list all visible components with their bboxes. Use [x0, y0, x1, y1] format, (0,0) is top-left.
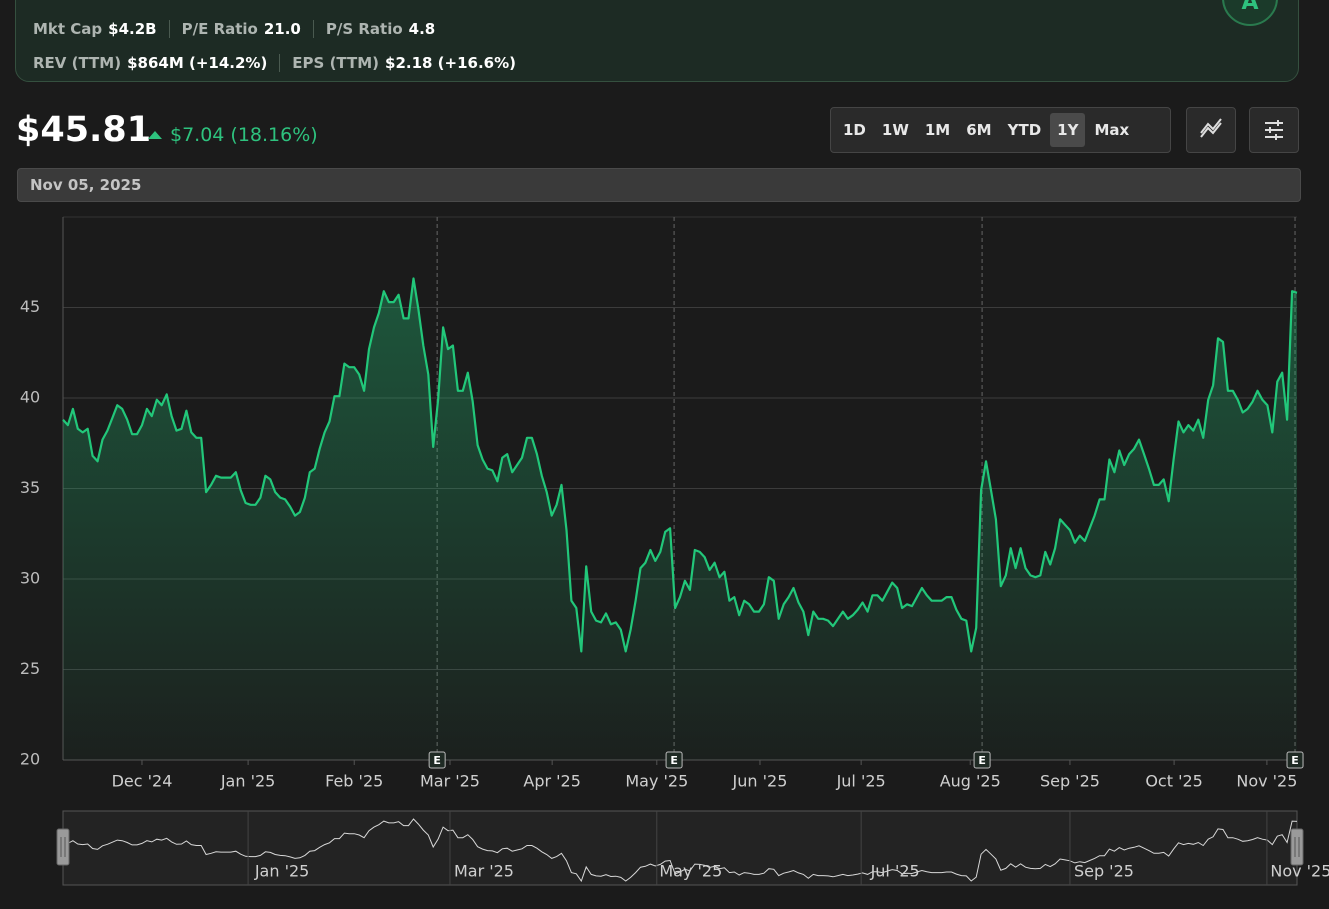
- range-selector: 1D 1W 1M 6M YTD 1Y Max: [830, 107, 1171, 153]
- y-tick-label: 30: [20, 569, 40, 588]
- navigator-label: Jul '25: [870, 862, 920, 881]
- navigator-handle[interactable]: [1290, 828, 1304, 866]
- handle-body: [56, 828, 70, 866]
- area: [63, 278, 1297, 760]
- event-label: E: [433, 754, 441, 767]
- x-tick-label: Sep '25: [1040, 772, 1100, 791]
- price-change: $7.04 (18.16%): [148, 124, 318, 146]
- stat-label: EPS (TTM): [292, 54, 380, 72]
- event-marker: [1286, 751, 1304, 769]
- navigator: [62, 810, 1298, 886]
- range-button[interactable]: 1Y: [1050, 113, 1086, 147]
- stat-value: 4.8: [408, 20, 436, 38]
- date-bar: Nov 05, 2025: [17, 168, 1301, 202]
- event-marker: [665, 751, 683, 769]
- stat-label: P/S Ratio: [325, 20, 403, 38]
- stats-card: Mkt Cap $4.2B P/E Ratio 21.0 P/S Ratio 4.8 RE…: [15, 0, 1299, 82]
- stats-row: Mkt Cap $4.2B P/E Ratio 21.0 P/S Ratio 4.8: [33, 20, 447, 38]
- y-tick-label: 25: [20, 659, 40, 678]
- stat: P/E Ratio 21.0: [168, 20, 313, 38]
- x-tick-label: May '25: [625, 772, 688, 791]
- settings-button[interactable]: [1249, 107, 1299, 153]
- chart-type-button[interactable]: [1186, 107, 1236, 153]
- event-marker: [973, 751, 991, 769]
- y-tick-label: 40: [20, 388, 40, 407]
- navigator-handle[interactable]: [56, 828, 70, 866]
- navigator-label: Jan '25: [254, 862, 310, 881]
- navigator-label: May '25: [659, 862, 722, 881]
- range-button[interactable]: Max: [1094, 121, 1130, 139]
- stats-row: REV (TTM) $864M (+14.2%) EPS (TTM) $2.18 (+…: [33, 54, 528, 72]
- x-tick-label: Dec '24: [112, 772, 173, 791]
- y-tick-label: 20: [20, 750, 40, 769]
- stat-value: $4.2B: [108, 20, 157, 38]
- icon: [1265, 120, 1283, 140]
- stat: P/S Ratio 4.8: [312, 20, 447, 38]
- up-arrow: [148, 131, 162, 139]
- stat-value: 21.0: [263, 20, 301, 38]
- range-button[interactable]: 1M: [924, 121, 951, 139]
- range-button[interactable]: 1W: [881, 121, 909, 139]
- handle-body: [1290, 828, 1304, 866]
- stat-value: $864M (+14.2%): [127, 54, 268, 72]
- stat-label: REV (TTM): [33, 54, 122, 72]
- navigator-label: Sep '25: [1074, 862, 1134, 881]
- x-tick-label: Oct '25: [1145, 772, 1203, 791]
- range-button[interactable]: 1D: [843, 121, 866, 139]
- x-tick-label: Mar '25: [420, 772, 480, 791]
- navigator-label: Nov '25: [1270, 862, 1329, 881]
- navigator-label: Mar '25: [454, 862, 514, 881]
- navigator-line: [62, 818, 1298, 883]
- event-label: E: [978, 754, 986, 767]
- stat: Mkt Cap $4.2B: [33, 20, 169, 38]
- stat: EPS (TTM) $2.18 (+16.6%): [279, 54, 528, 72]
- stat-value: $2.18 (+16.6%): [385, 54, 517, 72]
- price: $45.81: [16, 110, 152, 150]
- x-tick-label: Apr '25: [523, 772, 581, 791]
- change-text: $7.04 (18.16%): [170, 124, 318, 146]
- x-tick-label: Jul '25: [836, 772, 886, 791]
- y-tick-label: 35: [20, 478, 40, 497]
- y-tick-label: 45: [20, 297, 40, 316]
- stat-label: Mkt Cap: [33, 20, 103, 38]
- event-label: E: [1291, 754, 1299, 767]
- x-tick-label: Jun '25: [732, 772, 788, 791]
- x-tick-label: Jan '25: [220, 772, 276, 791]
- event-label: E: [670, 754, 678, 767]
- stat: REV (TTM) $864M (+14.2%): [33, 54, 279, 72]
- range-button[interactable]: 6M: [966, 121, 992, 139]
- x-tick-label: Feb '25: [325, 772, 383, 791]
- range-button[interactable]: YTD: [1007, 121, 1042, 139]
- x-tick-label: Aug '25: [940, 772, 1001, 791]
- event-marker: [428, 751, 446, 769]
- price-line: [62, 277, 1298, 653]
- stat-label: P/E Ratio: [181, 20, 258, 38]
- x-tick-label: Nov '25: [1236, 772, 1297, 791]
- icon: [1200, 118, 1222, 138]
